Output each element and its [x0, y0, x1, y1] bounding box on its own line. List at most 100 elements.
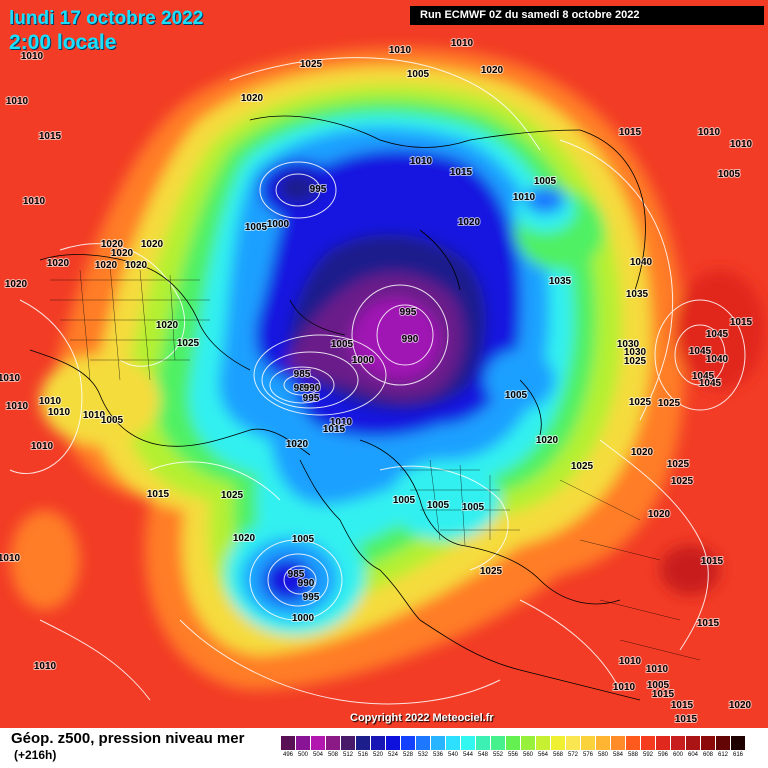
model-run-banner: Run ECMWF 0Z du samedi 8 octobre 2022 — [410, 6, 764, 25]
forecast-step: (+216h) — [14, 748, 57, 762]
geopotential-field — [0, 0, 768, 728]
legend-swatch — [386, 736, 400, 750]
pressure-label: 1015 — [652, 689, 675, 700]
pressure-label: 1020 — [286, 439, 309, 450]
pressure-label: 1020 — [241, 93, 264, 104]
pressure-label: 1020 — [111, 248, 134, 259]
core-magenta — [350, 299, 441, 380]
pressure-label: 1010 — [451, 38, 474, 49]
pressure-label: 1020 — [481, 65, 504, 76]
legend-tick-label: 504 — [312, 752, 323, 758]
pressure-label: 1020 — [47, 258, 70, 269]
legend-tick-label: 568 — [552, 752, 563, 758]
pressure-label: 1040 — [706, 354, 729, 365]
pressure-label: 1000 — [352, 355, 375, 366]
pressure-label: 1020 — [95, 260, 118, 271]
pressure-label: 1015 — [450, 167, 473, 178]
borders-grid — [50, 264, 701, 661]
pressure-label: 1005 — [534, 176, 557, 187]
legend-swatch — [626, 736, 640, 750]
pressure-label: 1010 — [513, 192, 536, 203]
legend-tick-label: 540 — [447, 752, 458, 758]
pressure-label: 1020 — [233, 533, 256, 544]
legend-swatch — [581, 736, 595, 750]
legend-tick-label: 580 — [597, 752, 608, 758]
legend-swatch — [461, 736, 475, 750]
pressure-label: 1030 — [624, 347, 647, 358]
pressure-label: 1005 — [245, 222, 268, 233]
legend-tick-label: 600 — [672, 752, 683, 758]
legend-swatch — [296, 736, 310, 750]
pressure-label: 1025 — [624, 356, 647, 367]
pressure-label: 1020 — [648, 509, 671, 520]
pressure-label: 1000 — [292, 613, 315, 624]
pressure-label: 1010 — [0, 373, 21, 384]
isobars — [9, 57, 746, 705]
pressure-label: 1020 — [141, 239, 164, 250]
legend-swatch — [671, 736, 685, 750]
pressure-label: 1010 — [646, 664, 669, 675]
pressure-label: 1015 — [323, 424, 346, 435]
pressure-label: 1045 — [689, 346, 712, 357]
pressure-label: 1015 — [697, 618, 720, 629]
pressure-label: 1005 — [718, 169, 741, 180]
pressure-label: 1015 — [147, 489, 170, 500]
pressure-label: 1045 — [692, 371, 715, 382]
pressure-label: 1010 — [83, 410, 106, 421]
legend-swatch — [521, 736, 535, 750]
pressure-label: 985 — [294, 369, 311, 380]
pressure-label: 1025 — [221, 490, 244, 501]
legend-swatch — [536, 736, 550, 750]
pressure-label: 1020 — [156, 320, 179, 331]
pressure-label: 1000 — [267, 219, 290, 230]
pressure-label: 1010 — [330, 417, 353, 428]
forecast-time: 2:00 locale — [9, 31, 117, 54]
pressure-label: 1045 — [706, 329, 729, 340]
legend-tick-label: 520 — [372, 752, 383, 758]
pressure-label: 990 — [304, 383, 321, 394]
pressure-label: 1025 — [658, 398, 681, 409]
pressure-label: 1025 — [177, 338, 200, 349]
legend-tick-label: 552 — [492, 752, 503, 758]
pressure-label: 1025 — [480, 566, 503, 577]
legend-swatch — [401, 736, 415, 750]
legend-tick-label: 496 — [282, 752, 293, 758]
pressure-label: 1020 — [458, 217, 481, 228]
legend-tick-label: 596 — [657, 752, 668, 758]
pressure-label: 1010 — [31, 441, 54, 452]
legend-swatch — [446, 736, 460, 750]
legend-swatch — [341, 736, 355, 750]
legend-tick-label: 584 — [612, 752, 623, 758]
asia-dark-red — [660, 545, 720, 595]
pressure-label: 1010 — [23, 196, 46, 207]
legend-tick-label: 592 — [642, 752, 653, 758]
legend-swatch — [551, 736, 565, 750]
legend-tick-label: 512 — [342, 752, 353, 758]
legend-tick-label: 524 — [387, 752, 398, 758]
pressure-label: 1010 — [698, 127, 721, 138]
legend-swatch — [686, 736, 700, 750]
legend-swatch — [416, 736, 430, 750]
pressure-label: 1020 — [536, 435, 559, 446]
pressure-label: 990 — [402, 334, 419, 345]
legend-swatch — [431, 736, 445, 750]
pressure-label: 1035 — [549, 276, 572, 287]
legend-swatch — [326, 736, 340, 750]
pressure-label: 995 — [310, 184, 327, 195]
legend-tick-label: 604 — [687, 752, 698, 758]
pressure-label: 1020 — [631, 447, 654, 458]
pressure-label: 1010 — [6, 401, 29, 412]
legend-tick-label: 616 — [732, 752, 743, 758]
pressure-label: 1005 — [407, 69, 430, 80]
legend-swatch — [281, 736, 295, 750]
pressure-label: 1010 — [39, 396, 62, 407]
copyright-notice: Copyright 2022 Meteociel.fr — [350, 712, 494, 724]
legend-swatch — [611, 736, 625, 750]
pressure-label: 1020 — [729, 700, 752, 711]
pressure-label: 1010 — [0, 553, 21, 564]
legend-tick-label: 588 — [627, 752, 638, 758]
legend-tick-label: 528 — [402, 752, 413, 758]
legend-swatch — [716, 736, 730, 750]
legend-tick-label: 608 — [702, 752, 713, 758]
